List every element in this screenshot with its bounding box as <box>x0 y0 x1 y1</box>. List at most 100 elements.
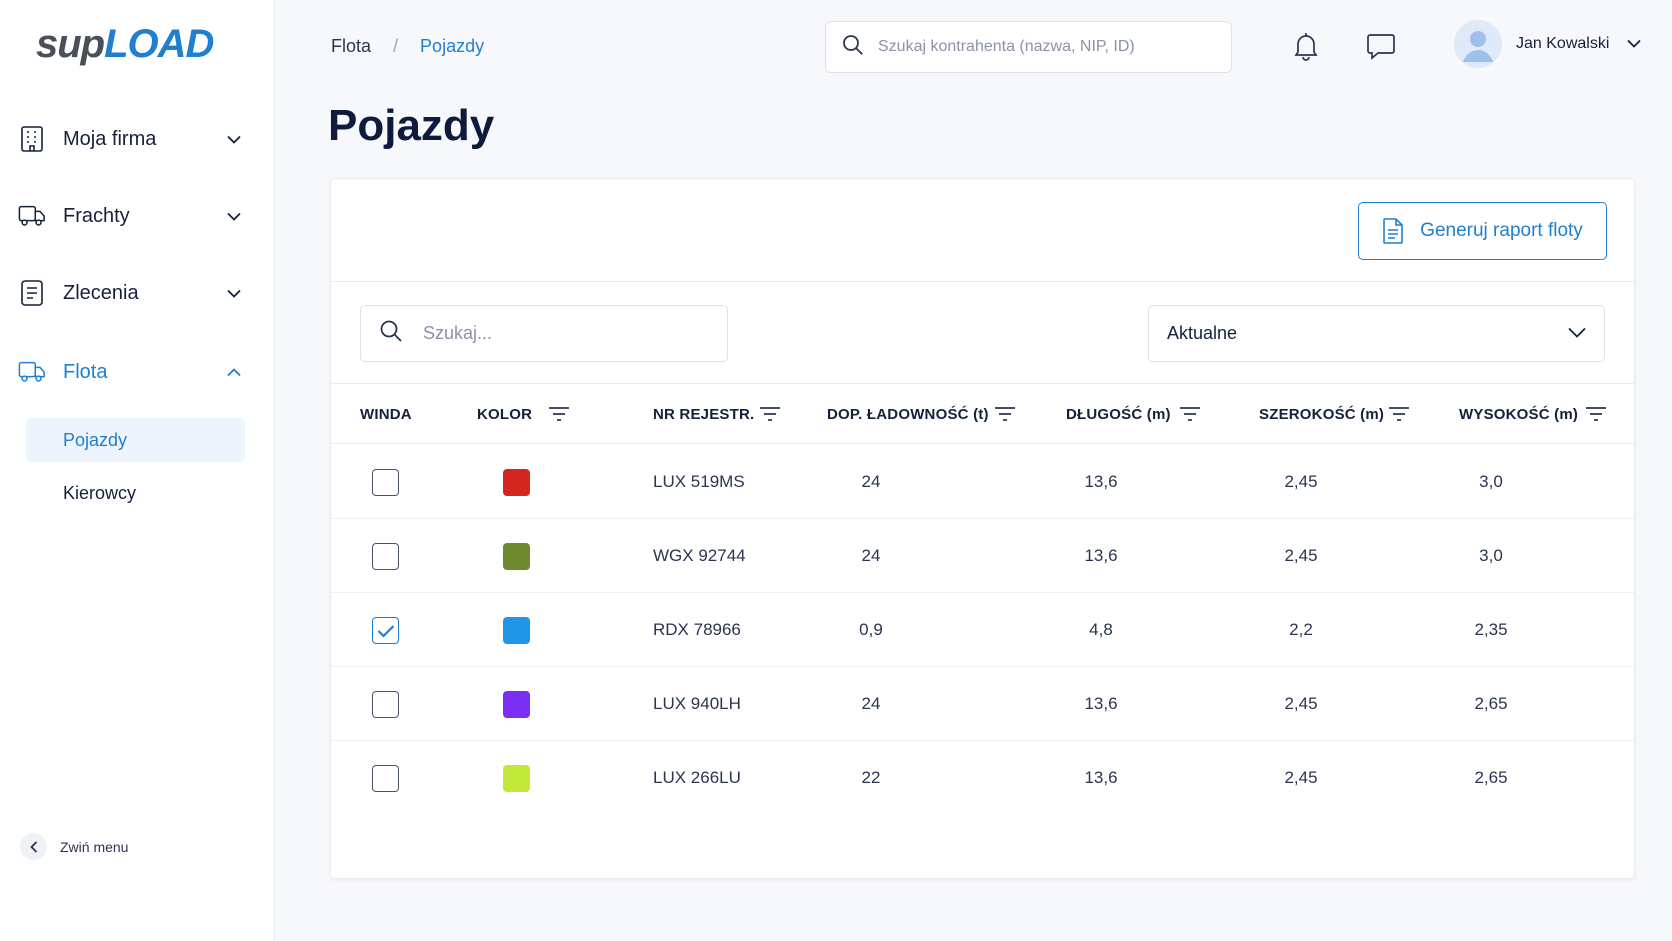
cell-nr: RDX 78966 <box>653 620 741 639</box>
avatar <box>1454 20 1502 68</box>
table-row[interactable]: RDX 78966 0,9 4,8 2,2 2,35 <box>331 593 1634 667</box>
cell-nr: LUX 940LH <box>653 694 741 713</box>
color-swatch <box>503 617 530 644</box>
cell-szerokosc: 2,45 <box>1284 694 1318 713</box>
table-row[interactable]: WGX 92744 24 13,6 2,45 3,0 <box>331 519 1634 593</box>
sidebar-item-flota[interactable]: Flota <box>18 352 248 392</box>
bell-icon[interactable] <box>1290 30 1322 62</box>
table-row[interactable]: LUX 940LH 24 13,6 2,45 2,65 <box>331 667 1634 741</box>
breadcrumb-current: Pojazdy <box>420 36 485 56</box>
winda-checkbox[interactable] <box>372 543 399 570</box>
report-document-icon <box>1382 217 1404 245</box>
cell-nr: WGX 92744 <box>653 546 746 565</box>
fleet-truck-icon <box>18 358 46 386</box>
column-header-kolor[interactable]: KOLOR <box>477 406 533 423</box>
color-swatch <box>503 469 530 496</box>
search-icon <box>842 34 864 61</box>
cell-wysokosc: 3,0 <box>1479 546 1503 565</box>
chevron-down-icon <box>226 131 242 147</box>
cell-nr: LUX 519MS <box>653 472 745 491</box>
cell-dlugosc: 13,6 <box>1084 768 1118 787</box>
user-name: Jan Kowalski <box>1516 35 1610 52</box>
cell-dlugosc: 4,8 <box>1089 620 1113 639</box>
winda-checkbox[interactable] <box>372 469 399 496</box>
contractor-search-input[interactable] <box>878 38 1208 56</box>
winda-checkbox[interactable] <box>372 765 399 792</box>
sidebar-subitem-pojazdy[interactable]: Pojazdy <box>26 418 245 462</box>
truck-icon <box>18 202 46 230</box>
cell-dlugosc: 13,6 <box>1084 472 1118 491</box>
cell-ladownosc: 24 <box>861 472 881 491</box>
chevron-up-icon <box>226 364 242 380</box>
table-row[interactable]: LUX 519MS 24 13,6 2,45 3,0 <box>331 445 1634 519</box>
document-icon <box>18 279 46 307</box>
column-header-wysokosc[interactable]: WYSOKOŚĆ (m) <box>1459 406 1579 423</box>
cell-ladownosc: 24 <box>861 546 881 565</box>
sidebar-item-moja-firma[interactable]: Moja firma <box>18 119 248 159</box>
sidebar: supLOAD Moja firma Frachty Zlecenia Flot… <box>0 0 275 941</box>
table-search <box>360 305 728 362</box>
cell-dlugosc: 13,6 <box>1084 546 1118 565</box>
card-toolbar: Generuj raport floty <box>331 179 1634 282</box>
cell-szerokosc: 2,45 <box>1284 768 1318 787</box>
page-title: Pojazdy <box>328 101 495 150</box>
cell-ladownosc: 0,9 <box>859 620 883 639</box>
sidebar-item-label: Moja firma <box>63 127 157 150</box>
search-icon <box>379 319 403 348</box>
column-header-dlugosc[interactable]: DŁUGOŚĆ (m) <box>1066 406 1171 423</box>
cell-wysokosc: 3,0 <box>1479 472 1503 491</box>
chevron-down-icon <box>1627 35 1642 53</box>
status-filter-select[interactable]: Aktualne <box>1148 305 1605 362</box>
breadcrumb: Flota / Pojazdy <box>331 36 484 57</box>
building-icon <box>18 125 46 153</box>
winda-checkbox[interactable] <box>372 691 399 718</box>
filter-icon[interactable] <box>1584 404 1608 424</box>
filter-icon[interactable] <box>547 404 571 424</box>
breadcrumb-parent[interactable]: Flota <box>331 36 372 56</box>
column-header-szerokosc[interactable]: SZEROKOŚĆ (m) <box>1259 406 1385 423</box>
collapse-menu-label: Zwiń menu <box>60 838 129 855</box>
cell-wysokosc: 2,35 <box>1474 620 1508 639</box>
logo-part-load: LOAD <box>104 22 214 66</box>
cell-dlugosc: 13,6 <box>1084 694 1118 713</box>
cell-wysokosc: 2,65 <box>1474 768 1508 787</box>
sidebar-subitem-kierowcy[interactable]: Kierowcy <box>63 482 137 503</box>
table-row[interactable]: LUX 266LU 22 13,6 2,45 2,65 <box>331 741 1634 815</box>
column-header-ladownosc[interactable]: DOP. ŁADOWNOŚĆ (t) <box>827 406 989 423</box>
chevron-down-icon <box>1568 325 1586 343</box>
table-header: WINDA KOLOR NR REJESTR. DOP. ŁADOWNOŚĆ (… <box>331 383 1634 444</box>
logo-part-sup: sup <box>36 22 105 66</box>
cell-szerokosc: 2,45 <box>1284 472 1318 491</box>
column-header-winda[interactable]: WINDA <box>360 406 412 423</box>
sidebar-item-label: Zlecenia <box>63 281 139 304</box>
vehicles-card: Generuj raport floty Aktualne WINDA KOLO… <box>330 178 1635 879</box>
sidebar-item-label: Flota <box>63 360 108 383</box>
status-filter-value: Aktualne <box>1167 323 1238 343</box>
table-search-input[interactable] <box>423 323 713 344</box>
sidebar-item-frachty[interactable]: Frachty <box>18 196 248 236</box>
sidebar-item-zlecenia[interactable]: Zlecenia <box>18 273 248 313</box>
filter-icon[interactable] <box>758 404 782 424</box>
logo[interactable]: supLOAD <box>36 22 214 67</box>
filter-icon[interactable] <box>993 404 1017 424</box>
collapse-menu-button[interactable]: Zwiń menu <box>20 833 128 860</box>
breadcrumb-separator: / <box>393 36 399 56</box>
chat-icon[interactable] <box>1365 30 1397 62</box>
color-swatch <box>503 691 530 718</box>
checkmark-icon <box>377 624 394 638</box>
cell-szerokosc: 2,45 <box>1284 546 1318 565</box>
winda-checkbox[interactable] <box>372 617 399 644</box>
color-swatch <box>503 765 530 792</box>
generate-fleet-report-button[interactable]: Generuj raport floty <box>1358 202 1607 260</box>
filter-icon[interactable] <box>1387 404 1411 424</box>
color-swatch <box>503 543 530 570</box>
column-header-nr-rejestr[interactable]: NR REJESTR. <box>653 406 755 423</box>
sidebar-item-label: Frachty <box>63 204 130 227</box>
cell-ladownosc: 22 <box>861 768 881 787</box>
user-menu[interactable]: Jan Kowalski <box>1454 20 1642 68</box>
cell-nr: LUX 266LU <box>653 768 741 787</box>
chevron-down-icon <box>226 208 242 224</box>
cell-ladownosc: 24 <box>861 694 881 713</box>
filter-icon[interactable] <box>1178 404 1202 424</box>
cell-szerokosc: 2,2 <box>1289 620 1313 639</box>
